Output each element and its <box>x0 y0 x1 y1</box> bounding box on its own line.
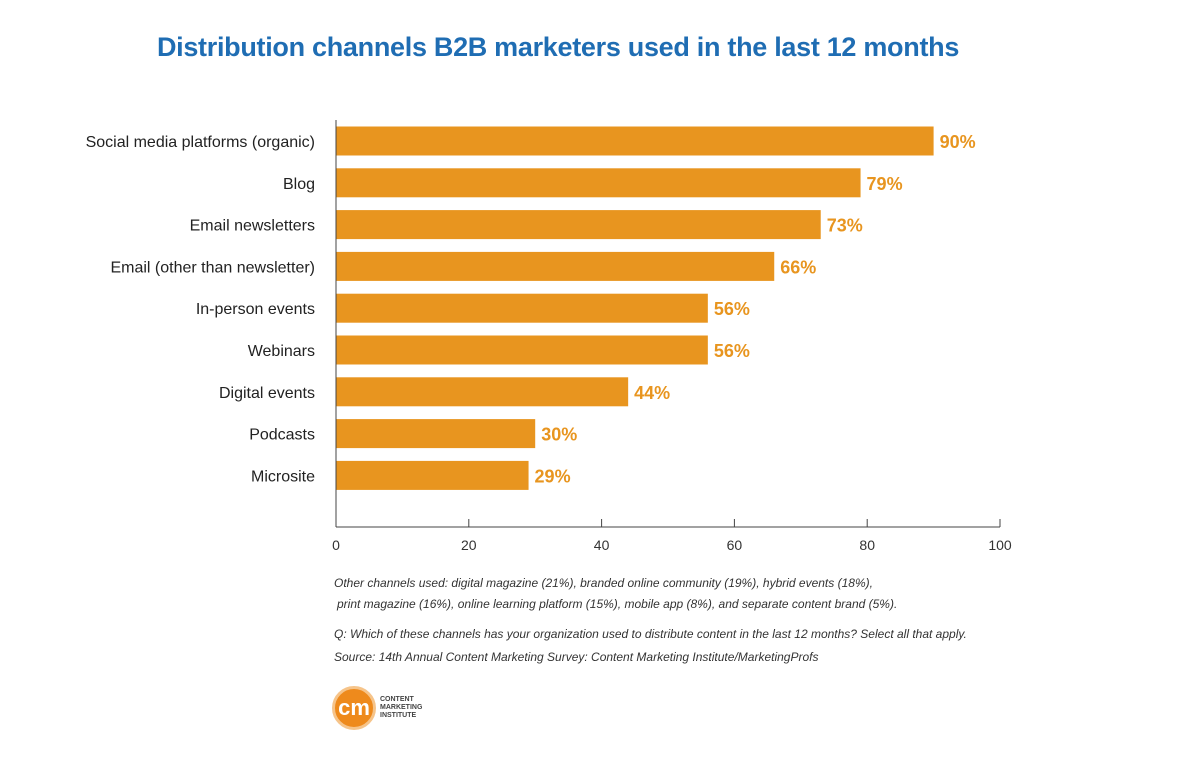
data-label: 56% <box>714 341 750 361</box>
x-tick-label: 40 <box>594 537 610 553</box>
data-label: 90% <box>940 132 976 152</box>
x-tick-label: 20 <box>461 537 477 553</box>
source-note: Source: 14th Annual Content Marketing Su… <box>334 650 819 664</box>
category-label: Email (other than newsletter) <box>110 259 315 276</box>
x-tick-label: 60 <box>727 537 743 553</box>
category-label: Social media platforms (organic) <box>86 134 315 151</box>
chart-title: Distribution channels B2B marketers used… <box>156 32 960 62</box>
category-label: Podcasts <box>249 427 315 444</box>
logo-text: CONTENT MARKETING INSTITUTE <box>380 696 423 719</box>
x-tick-label: 80 <box>859 537 875 553</box>
bar <box>336 251 775 281</box>
cmi-logo: cm CONTENT MARKETING INSTITUTE <box>332 686 440 730</box>
data-label: 56% <box>714 299 750 319</box>
bar <box>336 377 629 407</box>
bar <box>336 293 708 323</box>
logo-mark: cm <box>332 686 376 730</box>
category-label: Webinars <box>248 343 315 360</box>
category-label: Digital events <box>219 385 315 402</box>
data-label: 30% <box>541 425 577 445</box>
bar <box>336 168 861 198</box>
category-label: In-person events <box>196 301 315 318</box>
x-tick-label: 0 <box>332 537 340 553</box>
other-channels-note-1: Other channels used: digital magazine (2… <box>334 576 873 590</box>
other-channels-note-2: print magazine (16%), online learning pl… <box>337 597 898 611</box>
bar <box>336 335 708 365</box>
bar-chart: Social media platforms (organic) 90% Blog 7… <box>86 120 1012 553</box>
bar <box>336 126 934 156</box>
bar <box>336 460 529 490</box>
bar <box>336 210 821 240</box>
category-label: Microsite <box>251 468 315 485</box>
x-tick-label: 100 <box>988 537 1012 553</box>
data-label: 66% <box>780 257 816 277</box>
category-label: Blog <box>283 176 315 193</box>
bar <box>336 419 536 449</box>
data-label: 79% <box>867 174 903 194</box>
data-label: 29% <box>535 466 571 486</box>
data-label: 44% <box>634 383 670 403</box>
data-label: 73% <box>827 216 863 236</box>
question-note: Q: Which of these channels has your orga… <box>334 627 967 641</box>
category-label: Email newsletters <box>190 218 315 235</box>
